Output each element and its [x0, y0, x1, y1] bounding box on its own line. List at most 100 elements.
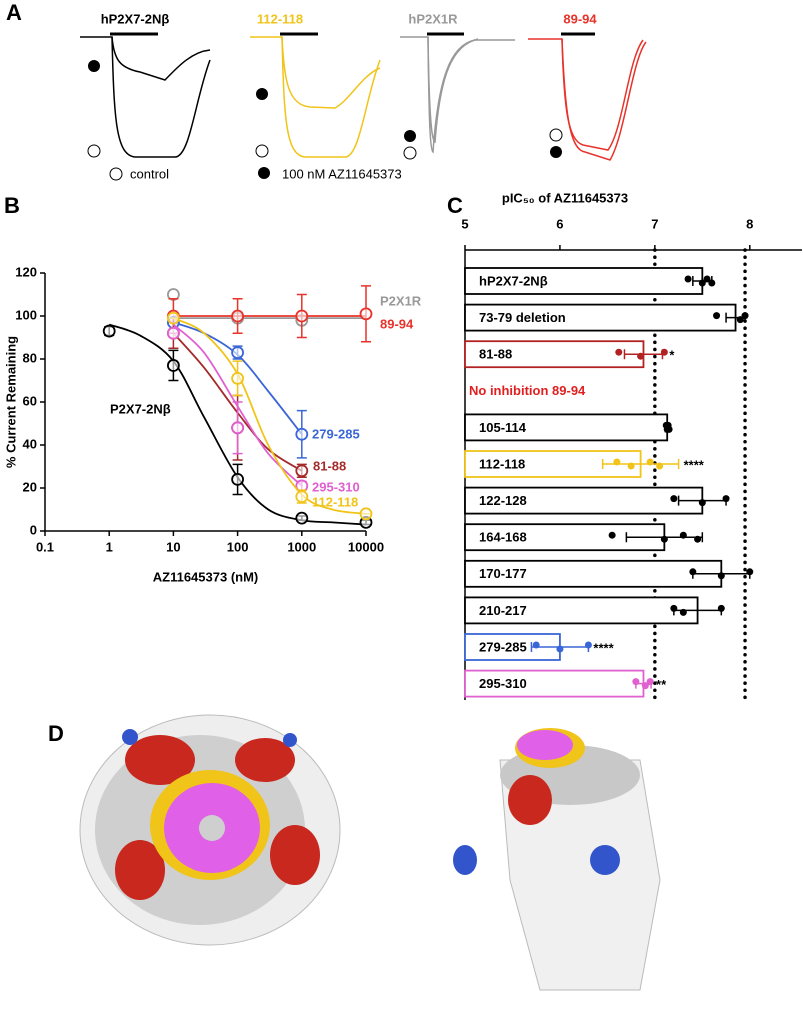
significance: ****: [593, 640, 614, 655]
data-point: [532, 641, 540, 649]
data-point: [231, 421, 245, 435]
data-point: [166, 359, 180, 372]
data-point: [295, 490, 309, 504]
data-point: [689, 568, 697, 576]
data-point: [584, 641, 592, 649]
significance: *: [669, 348, 675, 363]
category-label: 122-128: [479, 493, 527, 508]
trace-group: [80, 32, 211, 158]
drug-marker: [256, 88, 268, 100]
drug-marker: [88, 60, 100, 72]
data-point: [295, 427, 309, 441]
trace: [250, 36, 381, 158]
data-point: [717, 604, 725, 612]
y-tick-label: 100: [15, 307, 37, 322]
drug-marker: [404, 130, 416, 142]
trace: [427, 36, 479, 144]
x-tick-label: 10000: [348, 539, 384, 554]
data-point: [637, 352, 645, 360]
data-point: [646, 678, 654, 686]
data-point: [722, 495, 730, 503]
bar: [464, 596, 699, 625]
data-point: [359, 307, 373, 321]
trace-group: [400, 32, 515, 160]
category-label: 279-285: [479, 639, 527, 654]
control-marker: [549, 128, 563, 142]
significance: **: [656, 677, 667, 692]
data-point: [615, 348, 623, 356]
data-point: [698, 279, 706, 287]
data-point: [295, 464, 309, 478]
structure-right: [453, 728, 661, 991]
y-tick-label: 80: [23, 350, 37, 365]
category-label: 170-177: [479, 566, 527, 581]
series-label: 81-88: [313, 458, 346, 473]
data-point: [613, 458, 621, 466]
series-label: P2X7-2Nβ: [110, 401, 171, 416]
data-point: [627, 462, 635, 470]
data-point: [632, 678, 640, 686]
y-tick-label: 40: [23, 436, 37, 451]
trace-label: hP2X1R: [408, 11, 458, 26]
panel-label: D: [48, 721, 64, 746]
panel-label: C: [447, 193, 463, 218]
legend-marker: [258, 167, 270, 179]
y-tick-label: 60: [23, 393, 37, 408]
trace: [281, 36, 381, 109]
x-tick-label: 7: [651, 216, 658, 231]
data-point: [660, 535, 668, 543]
chart-title: pIC₅₀ of AZ11645373: [502, 190, 628, 205]
data-point: [698, 499, 706, 507]
data-point: [231, 346, 245, 359]
panel-label: B: [4, 193, 20, 218]
x-axis-label: AZ11645373 (nM): [153, 569, 259, 584]
x-tick-label: 1: [106, 539, 113, 554]
data-point: [660, 348, 668, 356]
fit-curve: [173, 317, 367, 515]
series-label: 89-94: [380, 316, 414, 331]
y-tick-label: 120: [15, 264, 37, 279]
trace: [561, 38, 647, 161]
data-point: [295, 511, 309, 525]
data-point: [684, 275, 692, 283]
category-label: hP2X7-2Nβ: [479, 273, 548, 288]
x-tick-label: 0.1: [36, 539, 54, 554]
category-label: 105-114: [479, 420, 527, 435]
data-point: [713, 312, 721, 320]
data-point: [641, 682, 649, 690]
data-point: [166, 311, 180, 325]
series-label: 295-310: [312, 479, 360, 494]
data-point: [694, 535, 702, 543]
data-point: [741, 312, 749, 320]
x-tick-label: 10: [166, 539, 180, 554]
data-point: [717, 572, 725, 580]
y-axis-label: % Current Remaining: [3, 336, 18, 468]
data-point: [608, 531, 616, 539]
data-point: [646, 458, 654, 466]
data-point: [679, 608, 687, 616]
legend-marker: [109, 167, 123, 181]
data-point: [746, 568, 754, 576]
legend-text: control: [130, 166, 169, 181]
structure-left: [79, 714, 341, 946]
series-label: P2X1R: [380, 293, 422, 308]
data-point: [231, 371, 245, 385]
control-marker: [255, 144, 269, 158]
x-tick-label: 100: [227, 539, 249, 554]
bar: [464, 340, 645, 369]
category-label: 164-168: [479, 530, 527, 545]
panel-label: A: [6, 0, 22, 25]
data-point: [665, 425, 673, 433]
trace: [528, 38, 644, 151]
data-point: [359, 507, 373, 521]
significance: ****: [684, 457, 705, 472]
data-point: [670, 495, 678, 503]
series-label: 112-118: [312, 494, 358, 509]
data-point: [556, 645, 564, 653]
category-label: 210-217: [479, 603, 527, 618]
control-marker: [403, 146, 417, 160]
data-point: [736, 316, 744, 324]
trace-label: hP2X7-2Nβ: [101, 11, 170, 26]
drug-marker: [550, 146, 562, 158]
